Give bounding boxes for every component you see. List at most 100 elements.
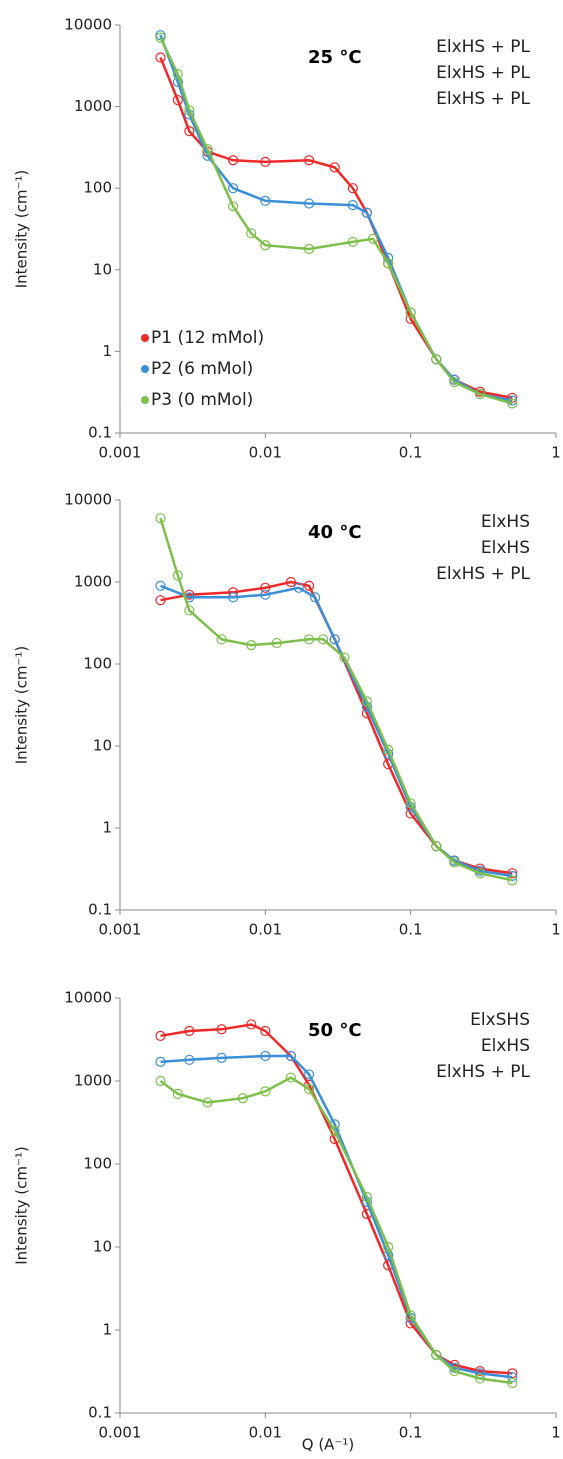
data-point [260,1086,271,1097]
data-point [507,1372,518,1383]
data-point [260,240,271,251]
data-point [155,1075,166,1087]
x-tick-label: 1 [551,444,561,462]
data-point [474,388,486,400]
data-point [184,1054,195,1065]
data-point [260,589,271,600]
sample-label: ElxSHS [470,1010,530,1030]
fit-line [159,517,513,882]
y-tick-label: 10000 [64,491,112,509]
data-point [309,592,321,603]
x-tick-label: 1 [551,1424,561,1442]
data-point [507,1377,518,1389]
data-point [449,857,460,868]
fit-line [160,584,513,878]
data-point [271,637,282,649]
legend-marker [141,334,149,342]
x-tick-label: 0.1 [399,1424,423,1442]
y-tick-label: 100 [83,1155,112,1173]
data-point [303,198,315,209]
data-point [383,258,394,269]
data-point [227,592,239,603]
data-point [260,1050,271,1062]
data-point [155,1030,166,1041]
data-point [507,868,518,879]
data-point [227,183,239,194]
data-point [405,798,416,809]
data-point [260,582,271,593]
y-tick-label: 0.1 [88,901,112,919]
y-tick-label: 10 [93,1238,112,1256]
data-point [449,374,460,385]
data-point [184,126,195,137]
y-tick-label: 1 [102,819,112,837]
data-point [361,696,373,707]
x-tick-label: 0.1 [399,444,423,462]
data-point [172,69,183,80]
fit-line [160,580,513,875]
data-point [172,95,183,106]
x-tick-label: 0.01 [249,921,282,939]
x-tick-label: 0.1 [399,921,423,939]
y-axis-label: Intensity (cm⁻¹) [13,170,31,289]
fit-line [159,1076,513,1385]
data-point [431,1349,442,1361]
legend-label: P1 (12 mMol) [151,328,264,348]
data-point [155,52,166,63]
data-point [237,1093,248,1104]
data-point [216,1052,227,1063]
annotation: 50 °C [308,1020,362,1041]
y-tick-label: 1000 [74,573,112,591]
y-axis-label: Intensity (cm⁻¹) [13,646,31,765]
data-point [347,236,358,247]
y-axis-label: Intensity (cm⁻¹) [13,1146,31,1265]
data-point [246,1019,257,1030]
x-tick-label: 1 [551,921,561,939]
x-tick-label: 0.001 [99,921,142,939]
data-point [405,1310,416,1321]
fit-line [160,1023,513,1375]
data-point [318,634,329,645]
data-point [155,580,166,591]
data-point [184,605,195,616]
data-point [507,398,518,409]
x-tick-label: 0.001 [99,1424,142,1442]
data-point [329,1125,340,1137]
y-tick-label: 10 [93,737,112,755]
data-point [202,144,213,155]
data-point [474,868,486,879]
legend-label: P2 (6 mMol) [151,359,253,379]
y-tick-label: 10000 [64,989,112,1007]
sample-label: ElxHS + PL [436,63,530,83]
data-point [303,1069,315,1080]
data-point [347,183,358,194]
data-point [285,1050,297,1062]
data-point [367,233,379,244]
annotation: 25 °C [308,47,362,68]
x-axis-label: Q (A⁻¹) [302,1436,354,1454]
x-tick-label: 0.01 [249,444,282,462]
legend-marker [141,396,149,404]
data-point [260,195,271,206]
data-point [216,634,227,645]
data-point [303,1083,315,1095]
sample-label: ElxHS + PL [436,89,530,109]
data-point [227,201,239,212]
data-point [172,570,183,581]
y-tick-label: 1000 [74,97,112,115]
data-point [155,32,166,43]
data-point [184,105,195,116]
sample-label: ElxHS + PL [436,1062,530,1082]
sample-label: ElxHS [481,1036,530,1056]
data-point [431,354,442,365]
data-point [339,652,350,663]
sample-label: ElxHS [481,512,530,532]
data-point [449,377,460,388]
data-point [227,155,239,166]
data-point [184,1025,195,1037]
y-tick-label: 10 [93,260,112,278]
data-point [155,513,166,524]
data-point [260,1025,271,1037]
data-point [361,207,373,218]
